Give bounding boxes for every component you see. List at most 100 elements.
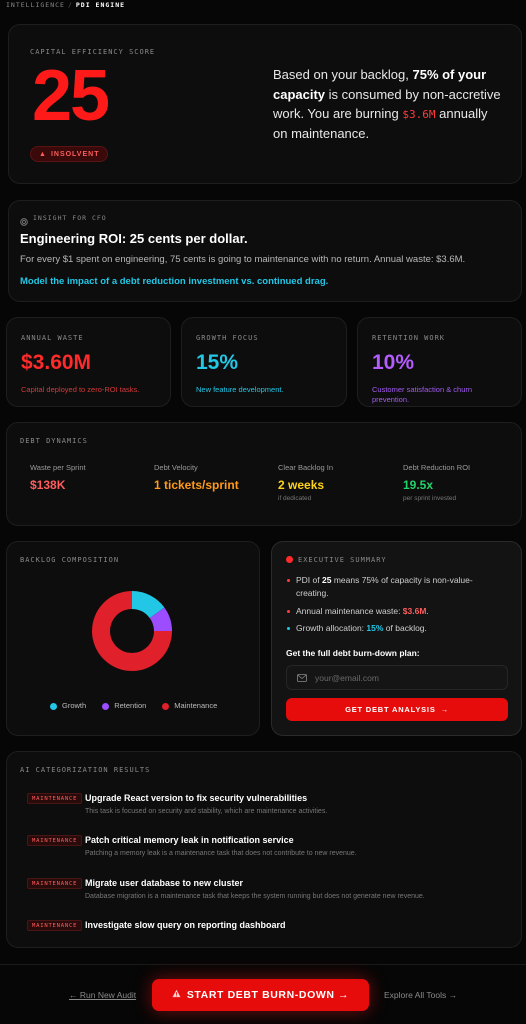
warning-icon: ▲ bbox=[39, 150, 47, 158]
start-debt-burndown-button[interactable]: START DEBT BURN-DOWN → bbox=[152, 979, 369, 1011]
category-tag: MAINTENANCE bbox=[27, 835, 83, 846]
score-desc-pre: Based on your backlog, bbox=[273, 67, 413, 82]
exec-value: $3.6M bbox=[402, 605, 427, 616]
ai-results-label: AI CATEGORIZATION RESULTS bbox=[20, 766, 151, 774]
category-tag: MAINTENANCE bbox=[27, 920, 83, 931]
legend-label: Growth bbox=[62, 701, 87, 710]
dynamics-title: Debt Reduction ROI bbox=[403, 463, 471, 472]
dynamics-title: Debt Velocity bbox=[154, 463, 198, 472]
category-tag: MAINTENANCE bbox=[27, 793, 83, 804]
dynamics-value: $138K bbox=[30, 478, 66, 492]
executive-summary-list: PDI of 25 means 75% of capacity is non-v… bbox=[287, 574, 502, 640]
run-new-audit-link[interactable]: ← Run New Audit bbox=[69, 990, 137, 1000]
ai-item-title: Upgrade React version to fix security vu… bbox=[85, 793, 308, 803]
insight-icon bbox=[20, 213, 28, 231]
exec-bold: 25 bbox=[321, 575, 332, 585]
exec-text: of backlog. bbox=[383, 623, 427, 634]
dynamics-reduction-roi: Debt Reduction ROI 19.5x per sprint inve… bbox=[403, 463, 470, 502]
stat-sub: Capital deployed to zero-ROI tasks. bbox=[21, 385, 140, 394]
score-value: 25 bbox=[32, 56, 110, 136]
donut-chart bbox=[92, 591, 172, 671]
score-desc-post: annually on maintenance. bbox=[273, 106, 488, 141]
stat-value: 10% bbox=[372, 351, 415, 374]
stat-sub: Customer satisfaction & churn prevention… bbox=[372, 385, 473, 404]
score-desc-amount: $3.6M bbox=[402, 108, 436, 121]
plan-label: Get the full debt burn-down plan: bbox=[286, 648, 420, 658]
list-item: PDI of 25 means 75% of capacity is non-v… bbox=[287, 574, 502, 600]
ai-item-desc: Patching a memory leak is a maintenance … bbox=[85, 850, 357, 857]
dynamics-value: 19.5x bbox=[403, 478, 434, 492]
mail-icon bbox=[297, 669, 307, 687]
breadcrumb-current: PDI ENGINE bbox=[75, 1, 126, 9]
legend-dot bbox=[50, 702, 57, 710]
exec-text: PDI of bbox=[296, 575, 322, 585]
exec-text: . bbox=[426, 605, 429, 616]
stat-card-growth-focus: GROWTH FOCUS 15% New feature development… bbox=[181, 317, 347, 407]
donut-legend: Growth Retention Maintenance bbox=[50, 701, 217, 710]
exec-text: Growth allocation: bbox=[296, 623, 367, 634]
dynamics-sub: per sprint invested bbox=[403, 495, 457, 502]
explore-all-tools-link[interactable]: Explore All Tools → bbox=[384, 990, 458, 1000]
legend-maintenance: Maintenance bbox=[162, 701, 217, 710]
category-tag: MAINTENANCE bbox=[27, 878, 83, 889]
score-desc-mid: is consumed by non-accretive work. You a… bbox=[273, 86, 501, 122]
dynamics-title: Clear Backlog In bbox=[278, 463, 334, 472]
dynamics-value: 1 tickets/sprint bbox=[154, 478, 239, 492]
list-item: Annual maintenance waste: $3.6M. bbox=[287, 605, 502, 618]
exec-value: 15% bbox=[366, 623, 384, 634]
legend-label: Retention bbox=[114, 701, 147, 710]
debt-dynamics-label: DEBT DYNAMICS bbox=[20, 437, 88, 445]
status-badge-label: INSOLVENT bbox=[50, 150, 100, 158]
legend-dot bbox=[102, 702, 110, 710]
dynamics-title: Waste per Sprint bbox=[30, 463, 86, 472]
score-desc-bold: 75% of your capacity bbox=[273, 67, 487, 102]
legend-retention: Retention bbox=[102, 701, 146, 710]
start-debt-burndown-label: START DEBT BURN-DOWN → bbox=[186, 989, 350, 1001]
get-debt-analysis-button[interactable]: GET DEBT ANALYSIS → bbox=[286, 698, 508, 721]
executive-summary-label: EXECUTIVE SUMMARY bbox=[298, 556, 387, 564]
ai-item-title: Patch critical memory leak in notificati… bbox=[85, 835, 294, 845]
stat-label: RETENTION WORK bbox=[372, 334, 446, 342]
dynamics-clear-backlog: Clear Backlog In 2 weeks if dedicated bbox=[278, 463, 333, 502]
list-item: Growth allocation: 15% of backlog. bbox=[287, 622, 502, 635]
dynamics-sub: if dedicated bbox=[278, 495, 312, 502]
insight-title: Engineering ROI: 25 cents per dollar. bbox=[20, 231, 248, 246]
stat-card-annual-waste: ANNUAL WASTE $3.60M Capital deployed to … bbox=[6, 317, 171, 407]
stat-label: ANNUAL WASTE bbox=[21, 334, 84, 342]
arrow-right-icon: → bbox=[440, 705, 449, 714]
insight-body: For every $1 spent on engineering, 75 ce… bbox=[20, 254, 466, 265]
dynamics-debt-velocity: Debt Velocity 1 tickets/sprint bbox=[154, 463, 239, 492]
stat-value: 15% bbox=[196, 351, 239, 374]
exec-text: Annual maintenance waste: bbox=[296, 605, 403, 616]
dynamics-waste-per-sprint: Waste per Sprint $138K bbox=[30, 463, 86, 492]
stat-sub: New feature development. bbox=[196, 385, 284, 394]
score-label: CAPITAL EFFICIENCY SCORE bbox=[30, 48, 156, 56]
ai-item-title: Investigate slow query on reporting dash… bbox=[85, 920, 286, 930]
ai-item-desc: This task is focused on security and sta… bbox=[85, 808, 328, 815]
dynamics-value: 2 weeks bbox=[278, 478, 325, 492]
insight-label: INSIGHT FOR CFO bbox=[33, 214, 107, 222]
legend-label: Maintenance bbox=[174, 701, 218, 710]
breadcrumb: INTELLIGENCE / PDI ENGINE bbox=[6, 1, 125, 9]
legend-growth: Growth bbox=[50, 701, 86, 710]
legend-dot bbox=[162, 702, 170, 710]
ai-item-desc: Database migration is a maintenance task… bbox=[85, 893, 425, 900]
stat-label: GROWTH FOCUS bbox=[196, 334, 259, 342]
backlog-composition-label: BACKLOG COMPOSITION bbox=[20, 556, 120, 564]
get-debt-analysis-label: GET DEBT ANALYSIS bbox=[345, 705, 436, 714]
email-field-wrapper bbox=[286, 665, 508, 690]
debt-dynamics-card bbox=[6, 422, 522, 526]
email-field[interactable] bbox=[315, 672, 485, 683]
score-description: Based on your backlog, 75% of your capac… bbox=[273, 65, 503, 143]
breadcrumb-parent[interactable]: INTELLIGENCE bbox=[6, 1, 65, 9]
alert-icon bbox=[172, 989, 181, 1001]
status-badge: ▲ INSOLVENT bbox=[30, 146, 109, 162]
footer-divider bbox=[0, 964, 526, 965]
exec-text: means 75% of capacity is non-value-creat… bbox=[296, 575, 473, 598]
breadcrumb-separator: / bbox=[67, 1, 73, 9]
insight-link[interactable]: Model the impact of a debt reduction inv… bbox=[20, 276, 329, 287]
executive-dot-icon bbox=[286, 556, 293, 563]
stat-value: $3.60M bbox=[21, 351, 92, 374]
ai-results-card bbox=[6, 751, 522, 948]
insight-card bbox=[8, 200, 522, 302]
